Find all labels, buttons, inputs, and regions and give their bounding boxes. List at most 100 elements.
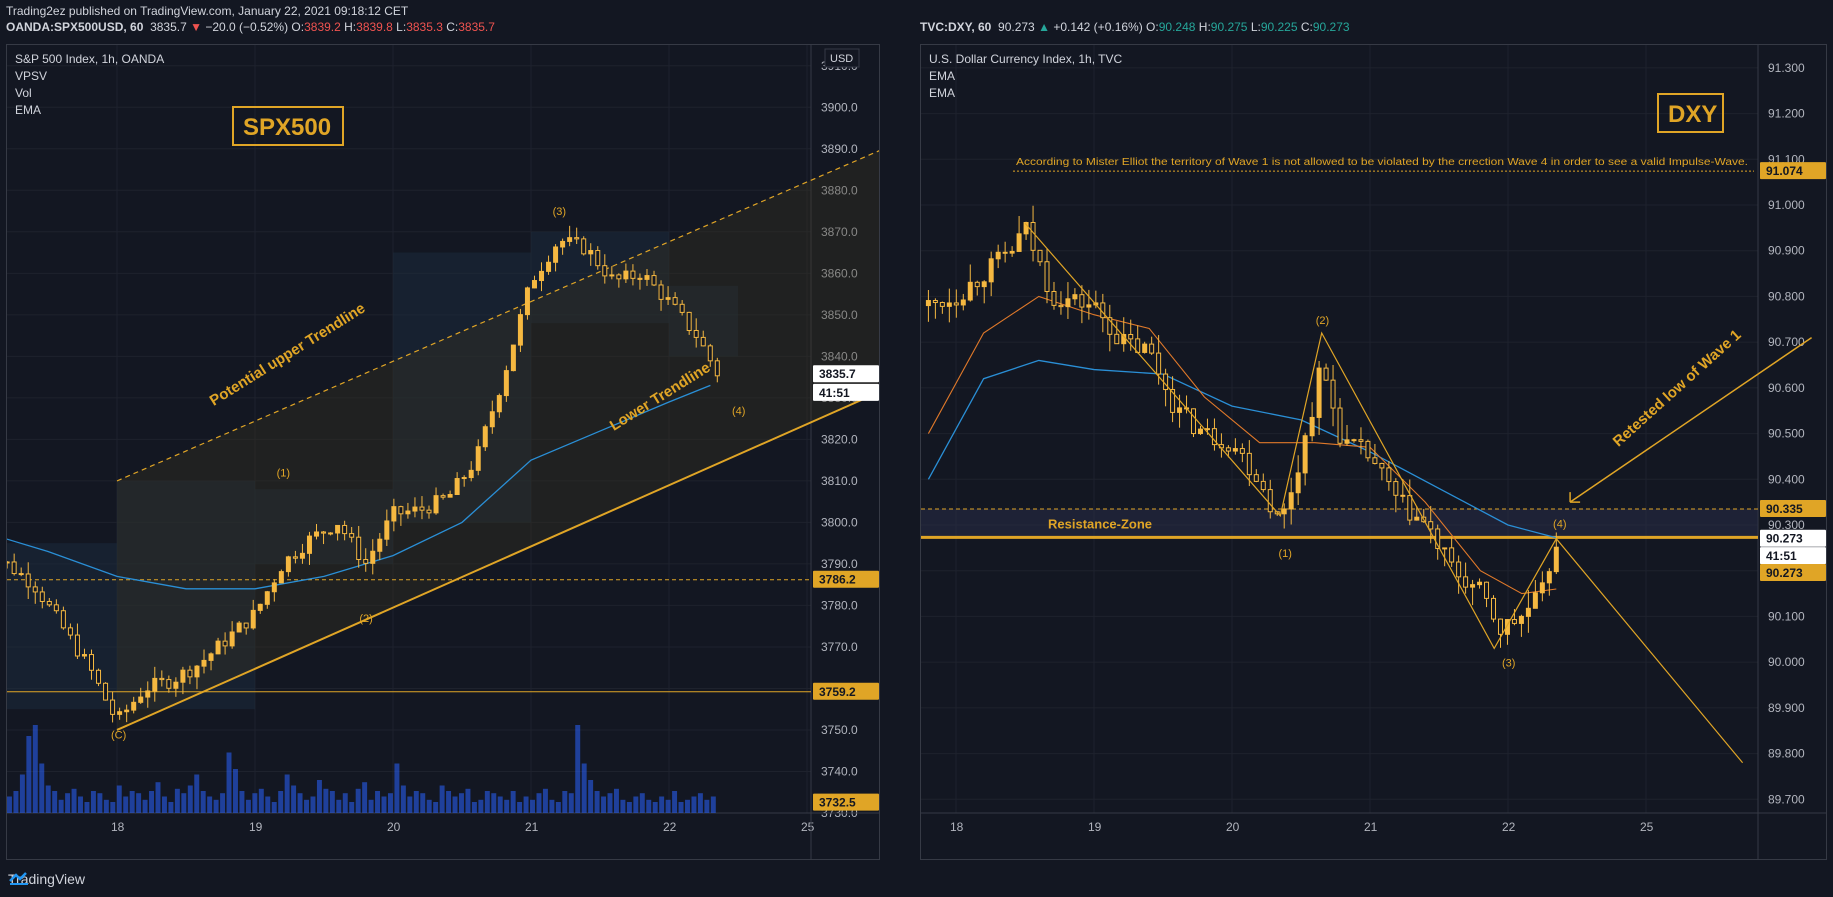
x-tick-label: 18: [111, 820, 125, 834]
dxy-candle: [1023, 222, 1029, 235]
spx-candle: [602, 265, 608, 277]
y-tick-label: 3850.0: [821, 308, 858, 322]
volume-bar: [200, 791, 206, 813]
price-label-box: [1760, 162, 1826, 180]
wave-label: (C): [111, 729, 126, 741]
dxy-candle: [1553, 546, 1559, 573]
spx-candle: [672, 297, 678, 305]
volume-bar: [310, 796, 316, 813]
volume-bar: [375, 791, 381, 813]
x-tick-label: 20: [387, 820, 401, 834]
x-tick-label: 21: [1364, 820, 1378, 834]
spx-legend: S&P 500 Index, 1h, OANDA VPSV Vol EMA: [15, 51, 164, 119]
volume-bar: [400, 785, 406, 813]
volume-bar: [213, 799, 219, 813]
dxy-candle: [1463, 576, 1469, 588]
y-tick-label: 91.000: [1768, 198, 1805, 212]
dxy-candle: [1079, 294, 1085, 308]
spx-candle: [342, 524, 348, 535]
dxy-candle: [1177, 407, 1183, 413]
spx-legend-vol: Vol: [15, 86, 32, 100]
price-label-box: [813, 383, 879, 401]
dxy-candle: [1337, 407, 1343, 444]
volume-bar: [342, 793, 348, 813]
volume-bar: [252, 793, 258, 813]
dxy-candle: [1532, 592, 1538, 609]
left-low: 3835.3: [406, 20, 443, 34]
tradingview-footer[interactable]: TradingView: [8, 871, 85, 887]
spx-candle: [335, 524, 341, 534]
dxy-candle: [1358, 439, 1364, 442]
spx-badge-box: [232, 106, 344, 146]
spx-legend-vpsv: VPSV: [15, 69, 48, 83]
y-tick-label: 89.900: [1768, 701, 1805, 715]
spx-candle: [32, 586, 38, 593]
spx-candle: [363, 559, 369, 564]
price-label: 90.273: [1766, 566, 1803, 580]
spx-candle: [208, 653, 214, 661]
dxy-chart-pane[interactable]: 91.300 91.200 91.100 91.000 90.900 90.800 90.7…: [920, 44, 1827, 860]
y-tick-label: 90.900: [1768, 244, 1805, 258]
spx-chart-pane[interactable]: 3910.03900.03890.03880.03870.03860.03850…: [6, 44, 880, 860]
volume-bar: [484, 791, 490, 813]
volume-bar: [19, 774, 25, 813]
right-change: +0.142 (+0.16%): [1053, 20, 1143, 34]
spx-candle: [257, 603, 263, 611]
y-tick-label: 3900.0: [821, 100, 858, 114]
x-tick-label: 21: [525, 820, 539, 834]
volume-bar: [323, 788, 329, 813]
volume-bar: [136, 793, 142, 813]
volume-bar: [329, 791, 335, 813]
volume-bar: [291, 785, 297, 813]
volume-bar: [355, 788, 361, 813]
price-label: 3759.2: [819, 685, 856, 699]
volume-bar: [452, 796, 458, 813]
volume-bar: [368, 799, 374, 813]
dxy-legend-ema2: EMA: [929, 86, 956, 100]
volume-bar: [465, 788, 471, 813]
price-label-box: [1760, 564, 1826, 581]
volume-bar: [426, 799, 432, 813]
spx-candle: [243, 622, 249, 629]
dxy-candle: [1497, 618, 1503, 635]
spx-candle: [714, 360, 720, 377]
dxy-chart-svg[interactable]: 91.30091.20091.10091.00090.90090.80090.7…: [921, 45, 1827, 860]
dxy-candle: [1491, 597, 1497, 620]
dxy-candle: [1260, 480, 1266, 491]
volume-bar: [187, 785, 193, 813]
volume-bar: [168, 802, 174, 813]
volume-bar: [226, 752, 232, 813]
volume-bar: [697, 793, 703, 813]
spx-candle: [46, 600, 52, 606]
volume-bar: [271, 802, 277, 813]
volume-bar: [39, 763, 45, 813]
volume-bar: [181, 793, 187, 813]
volume-bar: [575, 725, 581, 813]
volume-bar: [659, 796, 665, 813]
spx-chart-svg[interactable]: 3910.03900.03890.03880.03870.03860.03850…: [7, 45, 880, 860]
volume-bar: [620, 799, 626, 813]
left-close: 3835.7: [458, 20, 495, 34]
volume-bar: [471, 802, 477, 813]
dxy-candle: [1163, 373, 1169, 391]
spx-candle: [475, 446, 481, 471]
resistance-label: Resistance-Zone: [1048, 516, 1152, 531]
volume-bar: [407, 796, 413, 813]
volume-bar: [349, 802, 355, 813]
dxy-candle: [1065, 298, 1071, 308]
dxy-candle: [1072, 294, 1078, 300]
price-label: 41:51: [1766, 549, 1797, 563]
left-high: 3839.8: [356, 20, 393, 34]
volume-bar: [549, 799, 555, 813]
volume-bar: [7, 796, 12, 813]
volume-bar: [220, 793, 226, 813]
volume-bar: [381, 796, 387, 813]
spx-candle: [651, 275, 657, 286]
volume-bar: [265, 796, 271, 813]
spx-candle: [7, 561, 10, 564]
dxy-candle: [1058, 304, 1064, 308]
dxy-candle: [1330, 379, 1336, 409]
dxy-badge-box: [1657, 93, 1724, 133]
volume-bar: [601, 796, 607, 813]
volume-profile-zone: [117, 480, 255, 710]
